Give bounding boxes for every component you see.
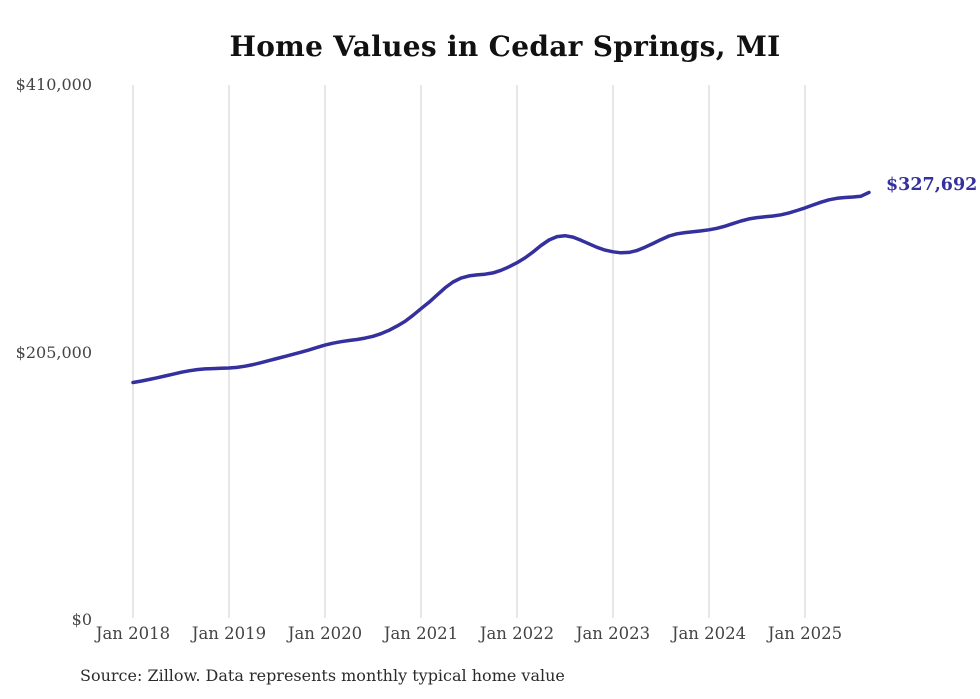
x-tick-label: Jan 2022 (479, 624, 555, 643)
latest-value-label: $327,692 (886, 175, 978, 195)
home-value-line (131, 190, 871, 385)
source-note: Source: Zillow. Data represents monthly … (80, 666, 565, 685)
x-tick-label: Jan 2021 (383, 624, 459, 643)
x-tick-label: Jan 2023 (575, 624, 651, 643)
y-tick-label: $205,000 (15, 342, 92, 362)
x-tick-label: Jan 2024 (671, 624, 747, 643)
y-tick-label: $410,000 (15, 75, 92, 94)
x-tick-label: Jan 2020 (287, 624, 363, 643)
x-tick-label: Jan 2025 (767, 624, 843, 643)
vertical-gridlines (132, 85, 806, 618)
y-tick-label: $0 (71, 610, 92, 629)
x-tick-label: Jan 2018 (95, 624, 171, 643)
chart-title: Home Values in Cedar Springs, MI (229, 30, 781, 63)
x-tick-label: Jan 2019 (191, 624, 267, 643)
